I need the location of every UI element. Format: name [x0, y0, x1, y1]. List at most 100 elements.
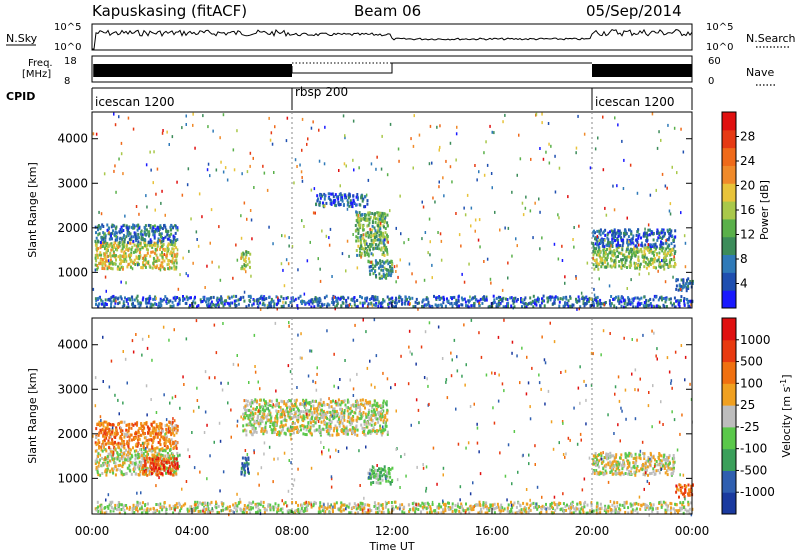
data-pixel	[371, 212, 374, 215]
data-pixel	[106, 255, 109, 259]
data-pixel	[137, 441, 140, 445]
noise-pixel	[344, 134, 346, 138]
data-pixel	[264, 404, 267, 408]
noise-pixel	[539, 247, 541, 251]
data-pixel	[476, 299, 479, 303]
data-pixel	[634, 296, 637, 300]
noise-pixel	[413, 114, 415, 118]
data-pixel	[298, 409, 300, 413]
noise-pixel	[188, 249, 190, 253]
data-pixel	[155, 242, 158, 246]
data-pixel	[598, 229, 601, 233]
data-pixel	[135, 443, 138, 446]
data-pixel	[537, 300, 540, 304]
data-pixel	[615, 243, 618, 247]
noise-pixel	[313, 187, 316, 191]
data-pixel	[265, 297, 268, 301]
data-pixel	[194, 301, 197, 305]
data-pixel	[354, 432, 356, 436]
data-pixel	[240, 466, 243, 470]
data-pixel	[296, 304, 299, 308]
data-pixel	[148, 230, 151, 234]
noise-pixel	[524, 206, 527, 210]
data-pixel	[109, 428, 112, 432]
data-pixel	[359, 213, 362, 217]
data-pixel	[366, 199, 369, 203]
data-pixel	[377, 481, 380, 485]
data-pixel	[356, 401, 359, 405]
data-pixel	[372, 469, 375, 473]
noise-pixel	[187, 167, 190, 171]
data-pixel	[268, 409, 271, 413]
noise-pixel	[240, 256, 242, 260]
noise-pixel	[186, 183, 189, 187]
data-pixel	[142, 429, 145, 433]
data-pixel	[304, 403, 307, 407]
data-pixel	[609, 251, 612, 255]
data-pixel	[352, 415, 355, 418]
data-pixel	[336, 299, 339, 303]
data-pixel	[271, 405, 274, 409]
data-pixel	[98, 253, 101, 257]
noise-pixel	[661, 259, 663, 263]
data-pixel	[328, 424, 331, 428]
data-pixel	[316, 407, 319, 410]
data-pixel	[108, 446, 111, 450]
data-pixel	[171, 452, 174, 456]
data-pixel	[315, 416, 318, 420]
data-pixel	[264, 425, 267, 429]
data-pixel	[331, 411, 334, 415]
data-pixel	[144, 263, 147, 267]
data-pixel	[383, 217, 386, 221]
noise-pixel	[561, 244, 563, 248]
noise-pixel	[169, 266, 171, 269]
data-pixel	[147, 460, 149, 464]
data-pixel	[220, 301, 223, 305]
data-pixel	[335, 195, 338, 199]
data-pixel	[150, 250, 153, 254]
data-pixel	[327, 196, 330, 200]
data-pixel	[144, 258, 147, 262]
data-pixel	[141, 233, 144, 237]
nsky-panel	[91, 23, 693, 51]
data-pixel	[245, 414, 248, 418]
data-pixel	[644, 246, 647, 250]
data-pixel	[309, 431, 312, 435]
noise-pixel	[197, 244, 200, 248]
data-pixel	[315, 413, 318, 417]
data-pixel	[124, 257, 127, 261]
data-pixel	[105, 248, 108, 252]
data-pixel	[316, 199, 319, 203]
data-pixel	[126, 247, 129, 251]
data-pixel	[311, 301, 314, 305]
data-pixel	[94, 462, 97, 465]
noise-pixel	[664, 280, 667, 284]
data-pixel	[139, 470, 142, 474]
data-pixel	[286, 410, 289, 414]
data-pixel	[449, 296, 452, 299]
data-pixel	[142, 425, 145, 429]
data-pixel	[245, 305, 248, 309]
data-pixel	[382, 298, 385, 302]
data-pixel	[329, 198, 332, 202]
data-pixel	[304, 425, 307, 429]
data-pixel	[364, 433, 367, 437]
noise-pixel	[296, 165, 298, 168]
data-pixel	[149, 434, 152, 438]
noise-pixel	[120, 280, 122, 284]
data-pixel	[351, 205, 354, 209]
data-pixel	[106, 241, 109, 245]
noise-pixel	[421, 237, 423, 241]
data-pixel	[363, 240, 366, 244]
data-pixel	[133, 465, 136, 469]
data-pixel	[306, 416, 309, 420]
data-pixel	[115, 426, 118, 430]
data-pixel	[333, 426, 336, 430]
data-pixel	[268, 295, 271, 299]
data-pixel	[175, 446, 178, 450]
data-pixel	[686, 278, 688, 282]
data-pixel	[169, 252, 172, 256]
noise-pixel	[680, 127, 682, 131]
data-pixel	[109, 448, 112, 452]
data-pixel	[171, 247, 174, 251]
